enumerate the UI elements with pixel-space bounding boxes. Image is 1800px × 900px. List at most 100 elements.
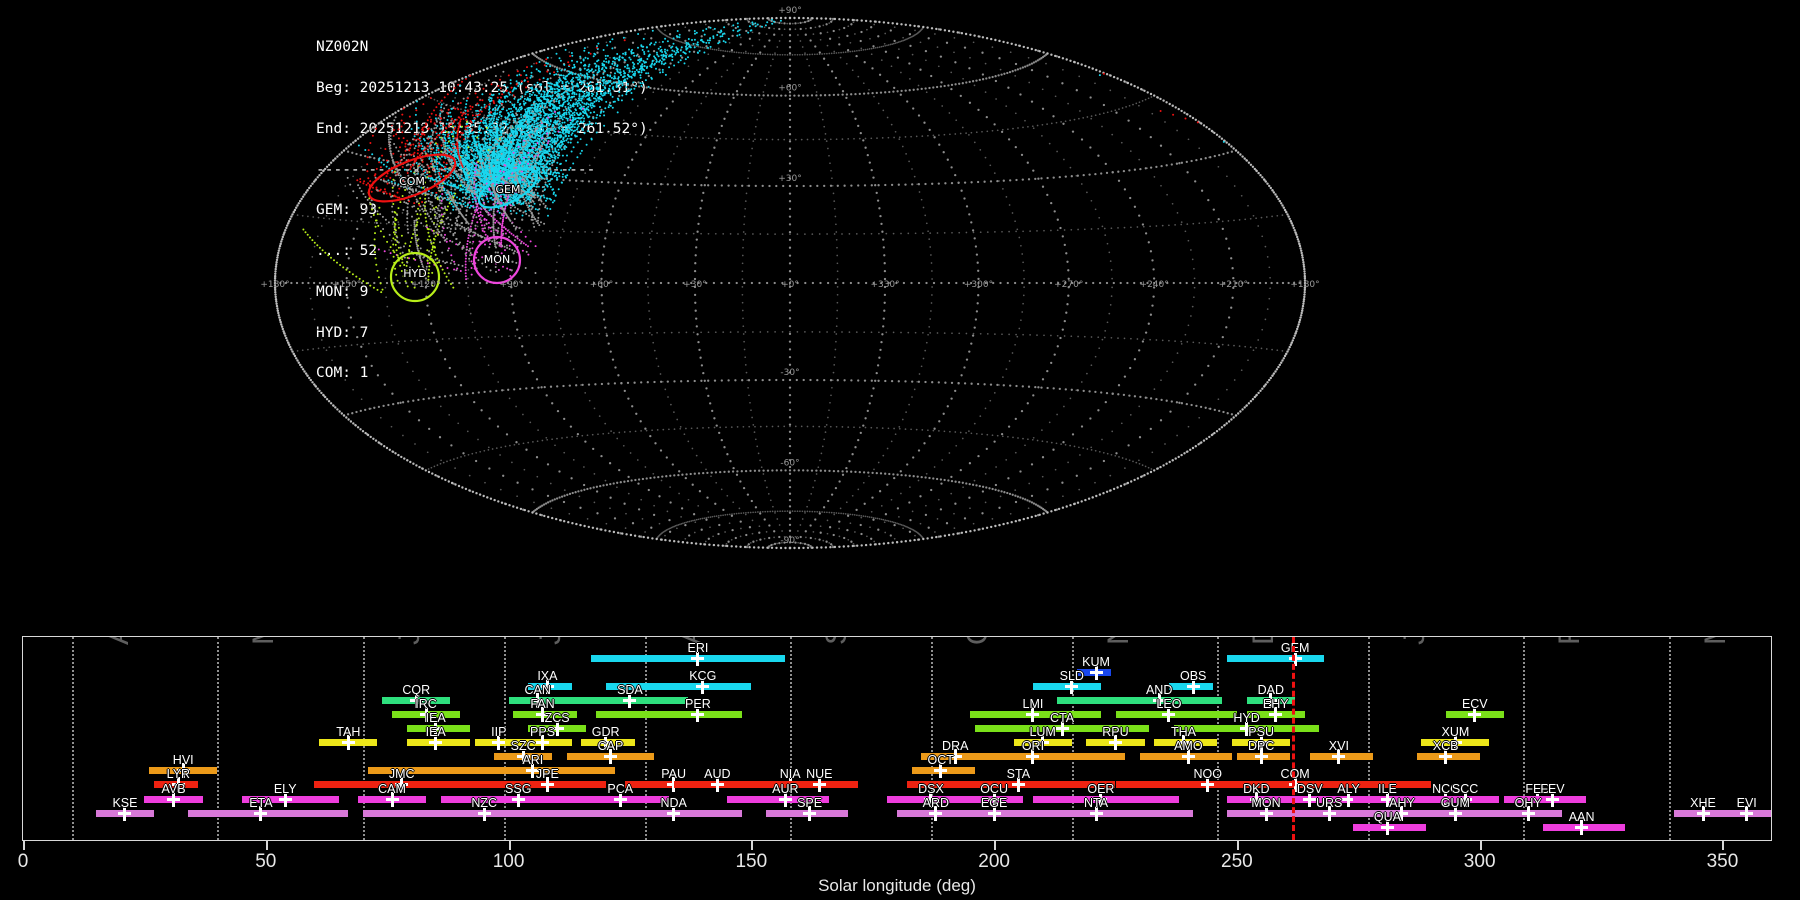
shower-lyr[interactable]: LYR (154, 767, 198, 793)
shower-nzc[interactable]: NZC (362, 796, 621, 821)
shower-peak-marker (1264, 693, 1278, 709)
shower-scc[interactable]: SCC (1431, 782, 1500, 807)
shower-noo[interactable]: NOO (1115, 767, 1286, 793)
shower-oct[interactable]: OCT (911, 753, 975, 779)
shower-peak-marker (1176, 735, 1190, 751)
shower-ori[interactable]: ORI (979, 739, 1126, 765)
shower-pau[interactable]: PAU (625, 767, 718, 793)
count-row-3: HYD: 7 (316, 324, 648, 341)
count-label-3: HYD: (316, 324, 351, 341)
shower-code-label: TAH (336, 725, 361, 740)
axis-tick-label: 150 (735, 851, 768, 872)
shower-iea[interactable]: IEA (406, 711, 470, 737)
shower-jpe[interactable]: JPE (508, 767, 587, 793)
shower-evi[interactable]: EVI (1717, 796, 1771, 821)
shower-sld[interactable]: SLD (1032, 669, 1101, 695)
shower-tah[interactable]: TAH (319, 725, 378, 751)
shower-aan[interactable]: AAN (1542, 810, 1626, 835)
shower-dad[interactable]: DAD (1246, 683, 1296, 709)
shower-mon[interactable]: MON (1227, 796, 1315, 821)
shower-fev[interactable]: FEV (1518, 782, 1587, 807)
shower-cap[interactable]: CAP (566, 739, 655, 765)
shower-sta[interactable]: STA (906, 767, 1116, 793)
shower-ocu[interactable]: OCU (964, 782, 1024, 807)
shower-cta[interactable]: CTA (974, 711, 1150, 737)
shower-gem[interactable]: GEM (1227, 641, 1325, 666)
shower-iea[interactable]: IEA (406, 725, 470, 751)
month-separator-dec (1217, 637, 1220, 840)
shower-code-label: IXA (537, 669, 558, 684)
shower-dpc[interactable]: DPC (1236, 739, 1291, 765)
shower-nda[interactable]: NDA (615, 796, 742, 821)
shower-aur[interactable]: AUR (727, 782, 829, 807)
shower-hvi[interactable]: HVI (149, 753, 218, 779)
shower-sda[interactable]: SDA (566, 683, 689, 709)
shower-ixa[interactable]: IXA (527, 669, 572, 695)
shower-gdr[interactable]: GDR (581, 725, 635, 751)
shower-ehy[interactable]: EHY (1246, 697, 1305, 723)
shower-rpu[interactable]: RPU (1086, 725, 1145, 751)
shower-kse[interactable]: KSE (95, 796, 155, 821)
shower-dkd[interactable]: DKD (1227, 782, 1286, 807)
shower-per[interactable]: PER (595, 697, 742, 723)
shower-eri[interactable]: ERI (591, 641, 786, 666)
shower-spe[interactable]: SPE (765, 796, 849, 821)
shower-urs[interactable]: URS (1290, 796, 1368, 821)
shower-ile[interactable]: ILE (1353, 782, 1422, 807)
month-label-jan: JAN (1398, 637, 1432, 645)
shower-eta[interactable]: ETA (188, 796, 349, 821)
shower-kcg[interactable]: KCG (605, 669, 752, 695)
shower-amo[interactable]: AMO (1139, 739, 1233, 765)
shower-leo[interactable]: LEO (1115, 697, 1237, 723)
shower-zcs[interactable]: ZCS (527, 711, 587, 737)
shower-tha[interactable]: THA (1154, 725, 1218, 751)
shower-irc[interactable]: IRC (392, 697, 460, 723)
shower-activity-timeline[interactable]: APRMAYJUNJULAUGSEPOCTNOVDECJANFEBMARERIG… (22, 636, 1772, 841)
shower-peak-marker (176, 763, 190, 779)
shower-dsv[interactable]: DSV (1280, 782, 1344, 807)
shower-ahy[interactable]: AHY (1367, 796, 1441, 821)
shower-activity-bar (1057, 697, 1223, 705)
shower-aud[interactable]: AUD (673, 767, 762, 793)
shower-oer[interactable]: OER (1032, 782, 1179, 807)
shower-gum[interactable]: GUM (1421, 796, 1495, 821)
shower-ari[interactable]: ARI (367, 753, 616, 779)
shower-jmc[interactable]: JMC (314, 767, 606, 793)
shower-pps[interactable]: PPS (518, 725, 572, 751)
shower-ard[interactable]: ARD (897, 796, 975, 821)
shower-avb[interactable]: AVB (144, 782, 203, 807)
shower-xcb[interactable]: XCB (1416, 739, 1480, 765)
shower-aly[interactable]: ALY (1319, 782, 1383, 807)
shower-code-label: DRA (942, 739, 969, 754)
shower-ege[interactable]: EGE (955, 796, 1038, 821)
shower-cam[interactable]: CAM (358, 782, 426, 807)
shower-nta[interactable]: NTA (1018, 796, 1194, 821)
shower-fan[interactable]: FAN (513, 697, 577, 723)
shower-nue[interactable]: NUE (780, 767, 859, 793)
shower-ely[interactable]: ELY (241, 782, 339, 807)
shower-can[interactable]: CAN (508, 683, 572, 709)
shower-and[interactable]: AND (1057, 683, 1223, 709)
shower-dsx[interactable]: DSX (887, 782, 975, 807)
shower-peak-marker (511, 791, 525, 807)
shower-lum[interactable]: LUM (1013, 725, 1072, 751)
shower-ohy[interactable]: OHY (1494, 796, 1563, 821)
shower-cqr[interactable]: CQR (382, 683, 451, 709)
shower-kum[interactable]: KUM (1076, 655, 1111, 681)
shower-xvi[interactable]: XVI (1309, 739, 1373, 765)
shower-obs[interactable]: OBS (1168, 669, 1213, 695)
shower-pca[interactable]: PCA (571, 782, 669, 807)
shower-szc[interactable]: SZC (493, 739, 553, 765)
shower-hyd[interactable]: HYD (1173, 711, 1320, 737)
shower-lmi[interactable]: LMI (969, 697, 1101, 723)
shower-dra[interactable]: DRA (921, 739, 990, 765)
shower-ecv[interactable]: ECV (1445, 697, 1504, 723)
shower-code-label: STA (1006, 767, 1031, 782)
shower-ssg[interactable]: SSG (440, 782, 596, 807)
shower-qua[interactable]: QUA (1353, 810, 1427, 835)
shower-code-label: CAN (524, 683, 551, 698)
shower-iip[interactable]: IIP (474, 725, 528, 751)
shower-xhe[interactable]: XHE (1673, 796, 1737, 821)
shower-xum[interactable]: XUM (1421, 725, 1490, 751)
shower-psu[interactable]: PSU (1232, 725, 1291, 751)
